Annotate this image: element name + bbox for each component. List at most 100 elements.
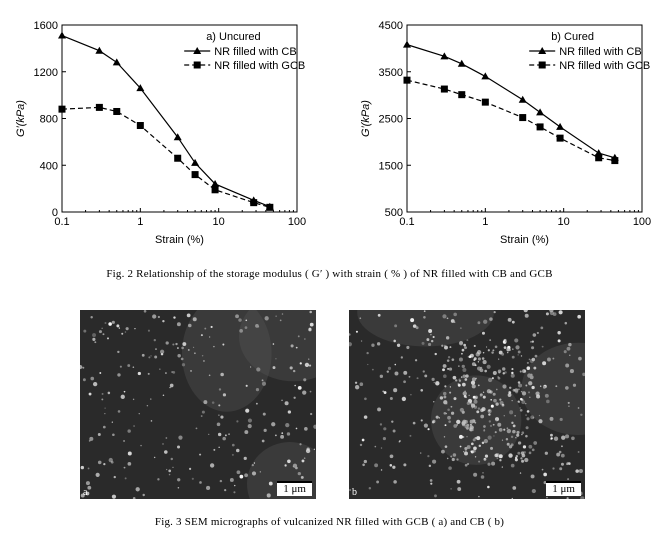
sem-particle [473,344,476,348]
sem-particle [526,361,529,364]
y-tick-label: 2500 [379,114,403,126]
sem-particle [567,478,570,481]
sem-particle [379,423,383,426]
chart-uncured: 0 400 800 1200 1600 0.1 1 10 100 Strain (%) G′(kPa… [15,20,306,246]
sem-particle [376,342,381,346]
sem-particle [510,463,515,468]
sem-particle [257,326,260,328]
sem-particle [127,451,132,456]
sem-particle [460,376,463,378]
sem-particle [286,432,291,436]
sem-particle [503,346,507,350]
sem-particle [565,363,570,368]
sem-particle [310,412,313,416]
data-point-triangle [58,31,66,39]
sem-particle [186,313,191,318]
sem-particle [477,384,480,387]
sem-particle [521,431,525,435]
sem-particle [355,330,358,333]
sem-particle [292,463,298,468]
sem-particle [308,364,312,367]
sem-particle [349,333,351,336]
sem-particle [389,463,393,467]
sem-particle [423,423,428,428]
sem-particle [103,462,106,466]
sem-particle [542,385,546,389]
sem-particle [177,478,181,482]
sem-particle [159,368,161,370]
sem-particle [423,316,426,319]
sem-particle [479,368,484,373]
sem-particle [164,450,168,454]
sem-particle [236,448,240,453]
sem-particle [521,391,527,396]
sem-particle [459,445,462,448]
sem-particle [304,338,306,340]
sem-particle [118,327,121,329]
sem-particle [511,320,515,324]
sem-particle [111,320,115,324]
sem-particle [503,415,505,417]
sem-particle [458,341,464,346]
sem-particle [476,436,481,441]
sem-particle [491,461,496,466]
sem-particle [113,475,116,479]
sem-particle [181,363,186,367]
sem-particle [475,352,480,357]
sem-particle [244,473,249,478]
sem-particle [456,479,461,484]
x-axis-label: Strain (%) [500,234,549,246]
sem-particle [117,373,121,377]
sem-particle [132,398,135,401]
sem-particle [492,423,495,426]
sem-particle [177,354,181,358]
sem-particle [412,421,416,425]
sem-particle [99,372,102,374]
sem-particle [494,431,497,434]
sem-particle [420,388,424,392]
sem-particle [538,419,543,424]
sem-particle [469,423,472,426]
sem-particle [236,420,239,423]
sem-particle [97,460,102,465]
sem-particle [143,310,147,313]
sem-particle [414,359,418,362]
sem-particle [464,346,468,350]
sem-particle [473,472,478,477]
sem-particle [203,360,205,362]
sem-particle [531,448,535,452]
sem-particle [123,390,126,393]
sem-particle [108,322,112,326]
sem-particle [486,364,491,369]
sem-particle [279,319,282,322]
sem-particle [85,491,90,496]
sem-particle [558,450,562,454]
sem-particle [459,407,464,413]
sem-particle [498,428,503,432]
sem-particle [489,339,492,341]
sem-particle [419,452,422,454]
sem-particle [529,396,531,398]
sem-particle [101,398,104,401]
sem-particle [201,410,205,414]
sem-shade [521,342,585,435]
sem-particle [529,375,534,380]
sem-particle [309,322,314,327]
data-point-square [458,91,466,99]
sem-particle [313,424,316,429]
sem-particle [150,355,152,357]
sem-particle [349,489,352,492]
sem-particle [457,383,460,385]
sem-particle [450,319,455,323]
sem-particle [547,357,551,362]
sem-particle [431,420,435,424]
sem-particle [508,391,512,394]
sem-particle [525,434,528,438]
x-tick-label: 10 [558,216,570,228]
sem-particle [481,357,485,360]
sem-particle [104,407,106,409]
sem-particle [303,378,307,382]
sem-shade [238,310,316,382]
sem-particle [297,471,301,476]
sem-particle [123,466,126,469]
